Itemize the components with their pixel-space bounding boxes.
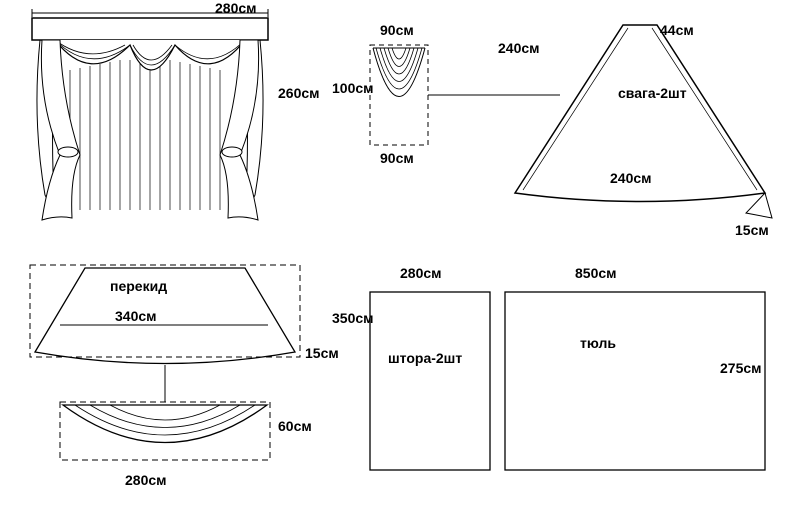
curtain-top-width: 280см bbox=[215, 0, 257, 16]
halfswag-height: 60см bbox=[278, 418, 312, 434]
swag-small-top: 90см bbox=[380, 22, 414, 38]
swag-bottom-width: 240см bbox=[610, 170, 652, 186]
half-swag bbox=[60, 402, 270, 460]
shtora-rect bbox=[370, 292, 490, 470]
perekid-name: перекид bbox=[110, 278, 167, 294]
swag-tail: 15см bbox=[735, 222, 769, 238]
swag-name: свага-2шт bbox=[618, 85, 687, 101]
perekid-width: 340см bbox=[115, 308, 157, 324]
curtain-illustration bbox=[32, 9, 268, 220]
shtora-name: штора-2шт bbox=[388, 350, 462, 366]
tul-side: 275см bbox=[720, 360, 762, 376]
swag-small-bottom: 90см bbox=[380, 150, 414, 166]
swag-top-width: 44см bbox=[660, 22, 694, 38]
swag-pattern bbox=[515, 25, 772, 218]
swag-side-len: 240см bbox=[498, 40, 540, 56]
perekid-side: 15см bbox=[305, 345, 339, 361]
swag-small-side: 100см bbox=[332, 80, 374, 96]
shtora-side: 350см bbox=[332, 310, 374, 326]
tul-rect bbox=[505, 292, 765, 470]
tul-top: 850см bbox=[575, 265, 617, 281]
tul-name: тюль bbox=[580, 335, 616, 351]
halfswag-width: 280см bbox=[125, 472, 167, 488]
curtain-height: 260см bbox=[278, 85, 320, 101]
diagram-canvas bbox=[0, 0, 800, 510]
shtora-top: 280см bbox=[400, 265, 442, 281]
swag-small bbox=[370, 45, 560, 145]
